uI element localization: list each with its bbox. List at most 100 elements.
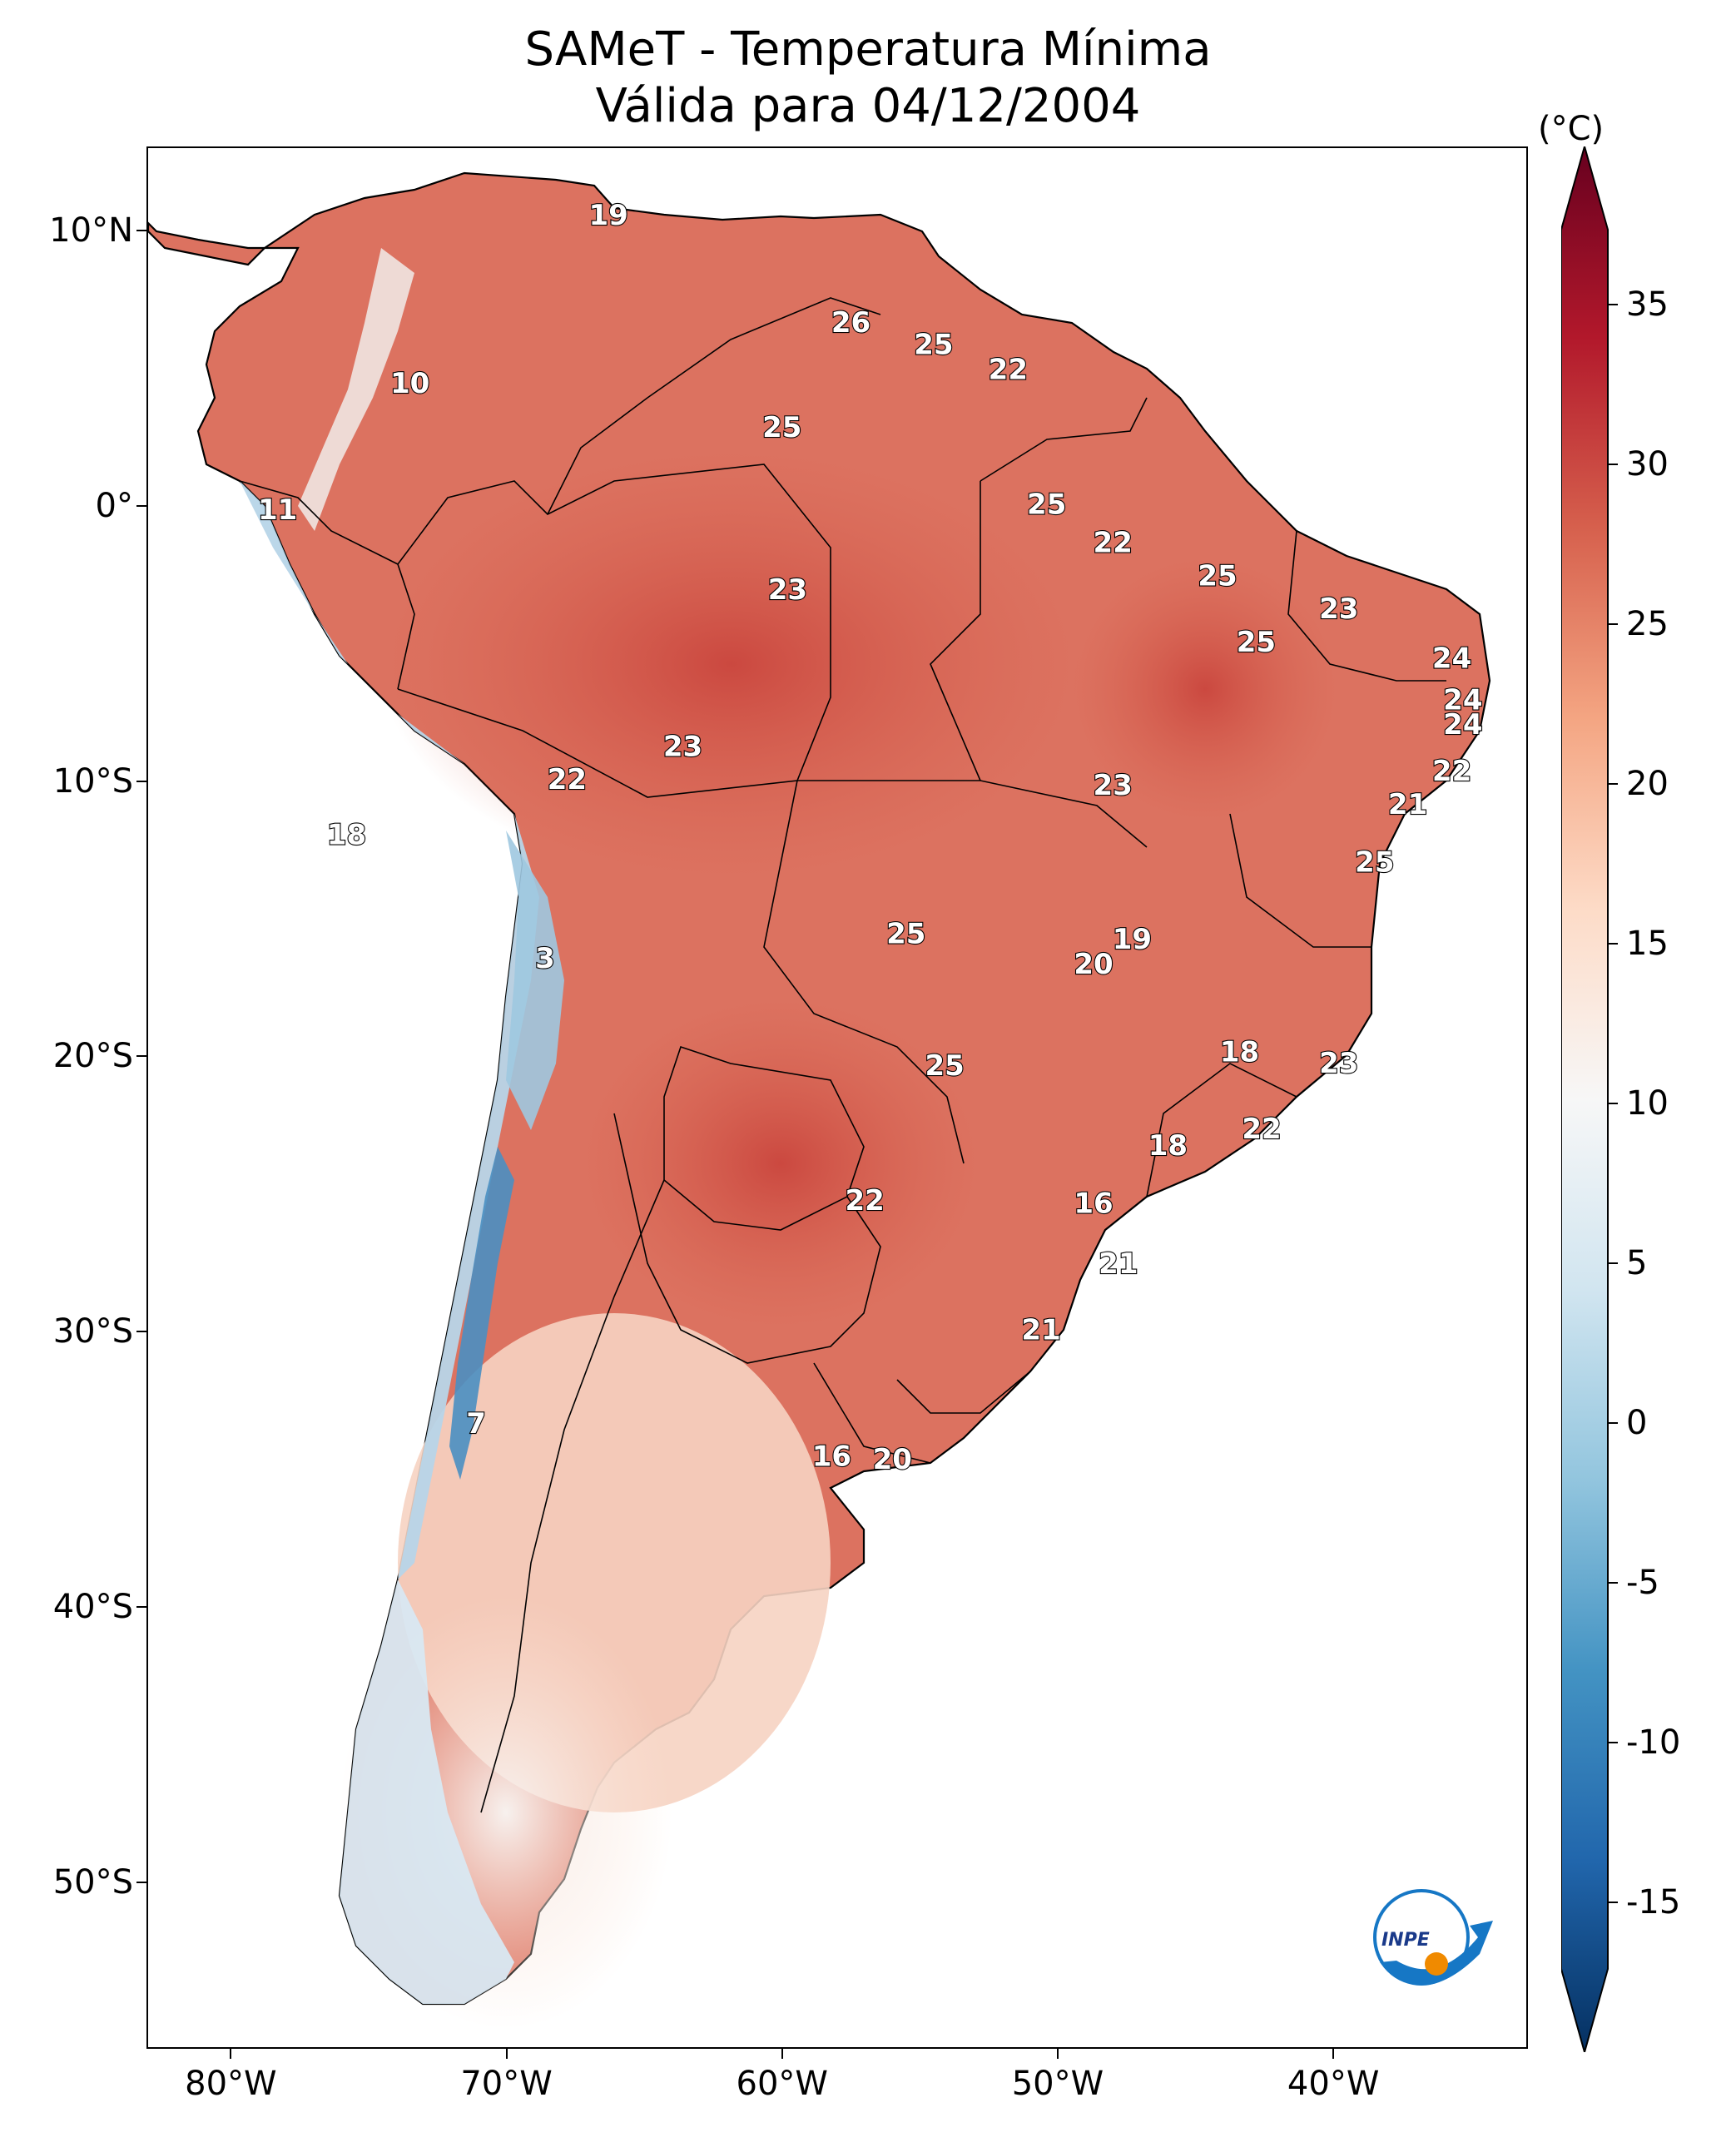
station-value-34: 21	[1099, 1247, 1138, 1281]
station-value-23: 25	[886, 917, 925, 950]
map-title-line2: Válida para 04/12/2004	[595, 79, 1141, 133]
colorbar	[1561, 146, 1609, 2052]
station-value-5: 25	[762, 411, 801, 444]
colorbar-label-10: -15	[1626, 1883, 1681, 1921]
lat-label-2: 10°S	[52, 761, 133, 801]
lon-label-0: 80°W	[185, 2065, 277, 2103]
colorbar-tick-10	[1608, 1902, 1618, 1903]
station-value-2: 25	[914, 329, 953, 362]
colorbar-tick-8	[1608, 1582, 1618, 1584]
colorbar-body	[1561, 146, 1609, 2052]
station-value-24: 19	[1113, 923, 1152, 956]
station-value-21: 18	[327, 818, 366, 851]
andes-core-cold	[449, 1147, 514, 1480]
station-value-32: 22	[845, 1184, 884, 1217]
colorbar-label-1: 30	[1626, 445, 1669, 483]
colorbar-label-3: 20	[1626, 765, 1669, 803]
lat-label-5: 40°S	[52, 1587, 133, 1626]
lon-tick-3	[1056, 2049, 1059, 2059]
station-value-29: 23	[1319, 1047, 1358, 1080]
station-value-3: 22	[989, 353, 1028, 386]
hot-region-amazon	[381, 448, 1080, 880]
lat-tick-3	[136, 1055, 146, 1058]
station-value-25: 20	[1074, 948, 1113, 981]
colorbar-tick-0	[1608, 304, 1618, 305]
station-value-38: 20	[873, 1443, 912, 1476]
station-value-36: 7	[466, 1407, 486, 1440]
colorbar-label-8: -5	[1626, 1564, 1659, 1602]
colorbar-label-9: -10	[1626, 1723, 1681, 1762]
lon-tick-0	[230, 2049, 232, 2059]
station-value-28: 25	[925, 1049, 965, 1083]
station-value-0: 19	[588, 199, 627, 232]
lat-tick-0	[136, 230, 146, 232]
station-value-15: 24	[1443, 708, 1482, 741]
station-value-20: 21	[1388, 788, 1427, 821]
station-value-14: 24	[1443, 683, 1482, 717]
colorbar-tick-9	[1608, 1742, 1618, 1743]
lat-tick-2	[136, 780, 146, 782]
lat-label-4: 30°S	[52, 1312, 133, 1351]
hot-region-northeast	[1072, 556, 1338, 822]
lon-label-4: 40°W	[1287, 2065, 1380, 2103]
map-frame: 19 26 25 22 10 25 11 25 22 25 23 23 25 24 24 24 23 22 22 23…	[146, 146, 1528, 2049]
station-value-13: 24	[1432, 642, 1471, 676]
colombia-andes-cold	[298, 248, 414, 531]
station-value-1: 26	[831, 306, 870, 340]
lat-label-0: 10°N	[49, 211, 133, 250]
station-value-16: 23	[663, 730, 702, 763]
lon-tick-1	[505, 2049, 508, 2059]
colorbar-label-6: 5	[1626, 1244, 1648, 1282]
colorbar-tick-6	[1608, 1262, 1618, 1264]
station-value-30: 22	[1242, 1113, 1281, 1146]
station-value-9: 25	[1198, 559, 1237, 593]
lat-tick-5	[136, 1605, 146, 1608]
colorbar-label-4: 15	[1626, 925, 1669, 963]
colorbar-label-7: 0	[1626, 1404, 1648, 1442]
station-value-19: 23	[1094, 769, 1133, 802]
lat-label-3: 20°S	[52, 1037, 133, 1076]
station-value-7: 25	[1027, 488, 1066, 521]
lon-tick-4	[1332, 2049, 1335, 2059]
station-value-22: 25	[1355, 845, 1394, 879]
colorbar-tick-4	[1608, 943, 1618, 945]
lat-tick-6	[136, 1881, 146, 1883]
lat-tick-1	[136, 504, 146, 507]
cold-region-patagonia-west	[340, 1579, 514, 2004]
colorbar-tick-7	[1608, 1422, 1618, 1424]
colorbar-tick-3	[1608, 783, 1618, 785]
station-value-35: 21	[1021, 1314, 1060, 1347]
country-borders	[239, 297, 1446, 1813]
station-value-31: 18	[1148, 1129, 1188, 1163]
inpe-logo: INPE	[1373, 1889, 1493, 1986]
hot-region-paraguay	[581, 997, 980, 1330]
lat-label-1: 0°	[95, 486, 133, 525]
lon-label-3: 50°W	[1011, 2065, 1104, 2103]
lat-label-6: 50°S	[52, 1862, 133, 1902]
station-value-33: 16	[1074, 1187, 1113, 1220]
colorbar-tick-2	[1608, 623, 1618, 625]
station-value-6: 11	[258, 493, 297, 527]
station-value-26: 3	[535, 942, 555, 975]
map-title-line1: SAMeT - Temperatura Mínima	[524, 22, 1212, 77]
lat-tick-4	[136, 1331, 146, 1333]
inpe-logo-text: INPE	[1381, 1930, 1430, 1951]
station-value-8: 22	[1094, 527, 1133, 560]
andes-cold-band	[240, 481, 539, 1579]
colorbar-label-0: 35	[1626, 285, 1669, 324]
colorbar-label-2: 25	[1626, 605, 1669, 643]
lon-tick-2	[781, 2049, 783, 2059]
colorbar-unit: (°C)	[1538, 110, 1605, 148]
lon-label-2: 60°W	[736, 2065, 828, 2103]
station-value-17: 22	[1432, 755, 1471, 788]
colorbar-label-5: 10	[1626, 1084, 1669, 1123]
station-value-4: 10	[390, 367, 429, 400]
altiplano-cold	[506, 831, 564, 1130]
station-value-27: 18	[1220, 1036, 1259, 1069]
station-value-11: 23	[1319, 593, 1358, 626]
colorbar-tick-5	[1608, 1103, 1618, 1104]
station-value-18: 22	[548, 763, 587, 796]
lon-label-1: 70°W	[460, 2065, 553, 2103]
